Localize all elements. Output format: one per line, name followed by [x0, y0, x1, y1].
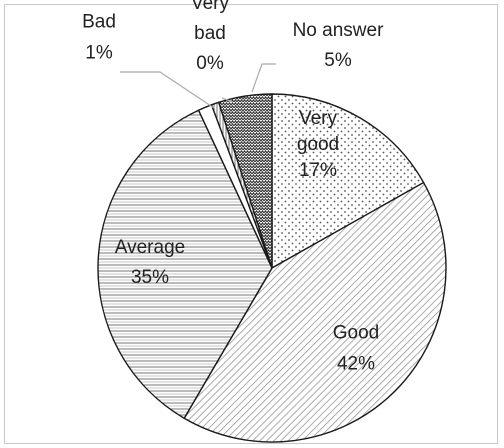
slice-label-average: Average 35%	[115, 237, 185, 288]
slice-label-no-answer: No answer 5%	[293, 20, 384, 71]
slice-label-line: No answer	[293, 20, 384, 41]
pie-slice-very-good	[271, 93, 425, 270]
slice-label-line: Good	[333, 323, 379, 344]
pie-slice-average	[97, 109, 273, 420]
slice-label-good: Good 42%	[333, 323, 379, 375]
slice-label-very-bad: Very bad 0%	[191, 0, 230, 74]
slice-label-line: 1%	[85, 43, 113, 64]
slice-label-line: 35%	[131, 267, 169, 288]
slice-label-bad: Bad 1%	[82, 12, 116, 64]
slice-label-line: 0%	[196, 53, 224, 74]
slice-label-line: 42%	[337, 354, 375, 375]
slice-label-line: 5%	[324, 50, 352, 71]
leader-line-bad	[120, 71, 215, 109]
pie-slice-good	[183, 181, 447, 443]
slice-label-line: Average	[115, 237, 185, 258]
pie-slice-no-answer	[217, 93, 273, 269]
slice-label-line: Very	[299, 108, 338, 129]
slice-label-line: 17%	[299, 160, 337, 181]
slice-label-line: Very	[191, 0, 230, 14]
leader-line-no-answer	[251, 63, 276, 93]
slice-label-line: good	[297, 134, 339, 155]
slice-label-line: bad	[194, 23, 226, 44]
leader-line-very-bad	[221, 97, 234, 103]
slice-label-line: Bad	[82, 12, 116, 33]
slice-label-very-good: Very good 17%	[297, 108, 339, 181]
